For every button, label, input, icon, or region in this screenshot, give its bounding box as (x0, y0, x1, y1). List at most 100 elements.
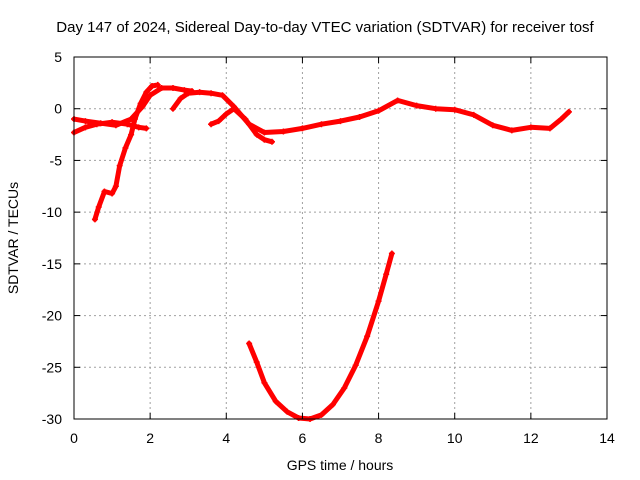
y-axis-title: SDTVAR / TECUs (5, 182, 21, 294)
y-tick-label: -10 (42, 204, 62, 220)
data-point (489, 122, 496, 129)
data-point (149, 82, 156, 89)
data-point (97, 120, 104, 127)
data-point (128, 131, 135, 138)
series-line (208, 106, 275, 145)
y-tick-label: -5 (50, 152, 63, 168)
data-point (242, 116, 249, 123)
data-point (280, 128, 287, 135)
data-point (383, 271, 390, 278)
data-point (261, 129, 268, 136)
y-tick-label: -30 (42, 411, 62, 427)
data-point (558, 116, 565, 123)
data-point (451, 106, 458, 113)
data-point (329, 401, 336, 408)
x-axis-title: GPS time / hours (287, 457, 394, 473)
data-point (527, 124, 534, 131)
data-point (177, 95, 184, 102)
data-point (268, 138, 275, 145)
x-tick-label: 12 (523, 430, 539, 446)
y-tick-label: -15 (42, 256, 62, 272)
axis-ticks (73, 56, 608, 420)
data-point (135, 124, 142, 131)
x-tick-label: 6 (299, 430, 307, 446)
data-point (122, 145, 129, 152)
data-point (508, 127, 515, 134)
x-tick-label: 14 (599, 430, 615, 446)
x-tick-label: 4 (222, 430, 230, 446)
data-point (181, 87, 188, 94)
data-point (356, 113, 363, 120)
y-tick-label: 5 (54, 49, 62, 65)
data-point (246, 340, 253, 347)
data-point (154, 81, 161, 88)
data-point (272, 398, 279, 405)
y-tick-label: 0 (54, 101, 62, 117)
data-point (112, 122, 119, 129)
data-point (470, 111, 477, 118)
data-point (101, 188, 108, 195)
data-point (432, 105, 439, 112)
data-point (299, 125, 306, 132)
data-point (116, 162, 123, 169)
series-track-5 (208, 105, 275, 145)
data-point (318, 121, 325, 128)
data-point (318, 411, 325, 418)
series-track-3 (91, 81, 161, 223)
data-point (295, 414, 302, 421)
data-point (375, 107, 382, 114)
plot-frame (73, 56, 608, 420)
data-point (143, 125, 150, 132)
data-point (230, 105, 237, 112)
data-point (147, 92, 154, 99)
data-point (208, 121, 215, 128)
data-point (413, 102, 420, 109)
data-point (364, 333, 371, 340)
data-point (158, 85, 165, 92)
data-point (253, 359, 260, 366)
data-point (341, 384, 348, 391)
data-point (169, 105, 176, 112)
series-track-4 (169, 89, 572, 136)
y-axis-tick-labels: 5 0 -5 -10 -15 -20 -25 -30 (42, 49, 62, 427)
data-point (219, 92, 226, 99)
data-point (143, 89, 150, 96)
data-point (131, 116, 138, 123)
data-point (112, 183, 119, 190)
data-point (337, 118, 344, 125)
data-point (394, 97, 401, 104)
series-track-6 (246, 250, 395, 422)
data-point (284, 408, 291, 415)
y-tick-label: -25 (42, 359, 62, 375)
data-point (185, 90, 192, 97)
data-point (169, 85, 176, 92)
x-tick-label: 10 (447, 430, 463, 446)
data-point (82, 124, 89, 131)
data-point (565, 108, 572, 115)
data-point (253, 131, 260, 138)
data-point (261, 379, 268, 386)
data-point (109, 190, 116, 197)
data-point (95, 203, 102, 210)
data-point (91, 216, 98, 223)
x-tick-label: 8 (375, 430, 383, 446)
data-point (261, 136, 268, 143)
y-tick-label: -20 (42, 308, 62, 324)
x-tick-label: 0 (70, 430, 78, 446)
data-point (208, 90, 215, 97)
x-tick-label: 2 (146, 430, 154, 446)
data-point (223, 110, 230, 117)
x-axis-tick-labels: 0 2 4 6 8 10 12 14 (70, 430, 615, 446)
data-point (137, 100, 144, 107)
data-series (71, 81, 572, 422)
chart-title: Day 147 of 2024, Sidereal Day-to-day VTE… (56, 19, 594, 36)
data-point (215, 118, 222, 125)
data-point (375, 298, 382, 305)
data-point (352, 362, 359, 369)
data-point (388, 250, 395, 257)
data-point (82, 118, 89, 125)
data-point (546, 125, 553, 132)
data-point (196, 89, 203, 96)
